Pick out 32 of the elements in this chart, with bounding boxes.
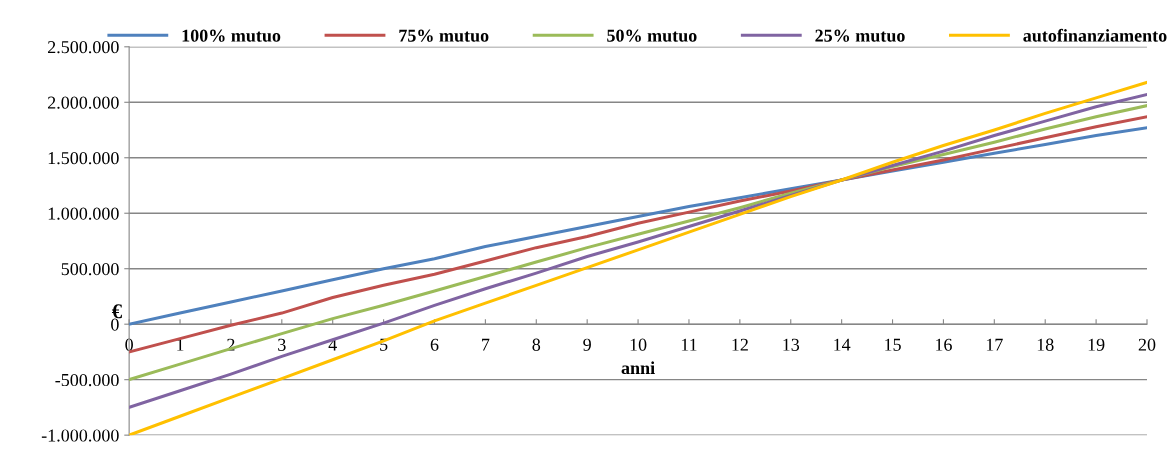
legend-label: 50% mutuo (607, 29, 697, 42)
x-tick-label: 20 (1138, 338, 1156, 351)
legend-label: 25% mutuo (815, 29, 905, 42)
legend-label: 100% mutuo (182, 29, 281, 42)
x-tick-label: 9 (583, 338, 591, 351)
y-tick-label: 1.500.000 (48, 152, 119, 165)
x-tick-label: 16 (935, 338, 952, 351)
x-tick-label: 7 (482, 338, 490, 351)
y-tick-label: 0 (111, 318, 119, 331)
x-tick-label: 10 (630, 338, 647, 351)
y-tick-label: 2.000.000 (47, 96, 119, 109)
x-tick-label: 19 (1088, 338, 1105, 351)
x-tick-label: 17 (986, 338, 1003, 351)
x-axis-title: anni (621, 361, 655, 375)
x-tick-label: 18 (1037, 338, 1054, 351)
x-tick-label: 14 (834, 338, 851, 351)
x-tick-label: 11 (681, 338, 697, 351)
x-tick-label: 12 (732, 338, 748, 351)
x-tick-label: 13 (783, 338, 800, 351)
x-tick-label: 0 (125, 338, 133, 351)
y-tick-label: 500.000 (61, 262, 119, 276)
x-tick-label: 3 (278, 338, 286, 351)
x-tick-label: 6 (430, 338, 439, 351)
y-tick-label: 1.000.000 (48, 207, 119, 220)
legend-label: 75% mutuo (399, 29, 489, 42)
y-tick-label: -500.000 (55, 373, 119, 387)
x-tick-label: 15 (885, 338, 901, 351)
y-tick-label: 2.500.000 (47, 41, 119, 54)
legend-label: autofinanziamento (1023, 28, 1167, 42)
y-tick-label: -1.000.000 (41, 429, 119, 442)
x-tick-label: 8 (532, 338, 541, 351)
y-axis-title: € (111, 304, 122, 319)
